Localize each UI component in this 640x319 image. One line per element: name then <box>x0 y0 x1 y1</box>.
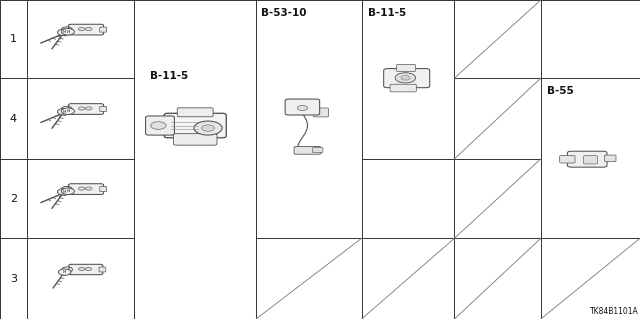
FancyBboxPatch shape <box>173 134 217 145</box>
Text: 2: 2 <box>10 194 17 204</box>
FancyBboxPatch shape <box>568 151 607 167</box>
FancyBboxPatch shape <box>69 264 103 275</box>
Circle shape <box>61 28 74 35</box>
Text: H: H <box>66 30 70 34</box>
Circle shape <box>58 189 70 195</box>
FancyBboxPatch shape <box>177 108 213 117</box>
Text: 3: 3 <box>10 274 17 284</box>
Text: 4: 4 <box>10 114 17 123</box>
Text: H: H <box>62 190 66 194</box>
FancyBboxPatch shape <box>68 184 104 194</box>
Circle shape <box>86 27 92 31</box>
FancyBboxPatch shape <box>68 104 104 114</box>
FancyBboxPatch shape <box>146 116 174 135</box>
Circle shape <box>58 108 70 115</box>
Text: 1: 1 <box>10 34 17 44</box>
Circle shape <box>297 105 307 110</box>
FancyBboxPatch shape <box>390 84 417 92</box>
Circle shape <box>86 187 92 190</box>
FancyBboxPatch shape <box>314 108 329 117</box>
Circle shape <box>58 269 71 275</box>
Circle shape <box>395 73 416 83</box>
Circle shape <box>79 27 85 31</box>
Circle shape <box>194 121 222 135</box>
FancyBboxPatch shape <box>100 187 107 192</box>
FancyBboxPatch shape <box>584 156 598 164</box>
Text: B-11-5: B-11-5 <box>368 8 406 18</box>
FancyBboxPatch shape <box>312 147 323 152</box>
Text: B-55: B-55 <box>547 86 574 96</box>
Text: B-53-10: B-53-10 <box>261 8 307 18</box>
FancyBboxPatch shape <box>294 146 321 154</box>
Text: H: H <box>62 30 66 34</box>
FancyBboxPatch shape <box>100 107 107 112</box>
Circle shape <box>61 108 74 115</box>
Circle shape <box>79 267 85 271</box>
Circle shape <box>58 29 70 35</box>
Text: H: H <box>66 189 70 193</box>
Text: B-11-5: B-11-5 <box>150 71 189 81</box>
FancyBboxPatch shape <box>559 155 575 163</box>
Text: H: H <box>62 110 66 114</box>
Circle shape <box>151 122 166 130</box>
FancyBboxPatch shape <box>100 27 107 32</box>
Circle shape <box>85 267 92 271</box>
Circle shape <box>79 107 85 110</box>
FancyBboxPatch shape <box>285 99 319 115</box>
Circle shape <box>79 187 85 190</box>
FancyBboxPatch shape <box>68 24 104 35</box>
FancyBboxPatch shape <box>605 155 616 161</box>
Circle shape <box>86 107 92 110</box>
FancyBboxPatch shape <box>99 267 106 272</box>
Circle shape <box>401 76 410 80</box>
Text: TK84B1101A: TK84B1101A <box>590 307 639 316</box>
Circle shape <box>61 188 74 195</box>
Circle shape <box>202 125 214 131</box>
FancyBboxPatch shape <box>383 69 430 88</box>
Text: H: H <box>63 270 67 274</box>
FancyBboxPatch shape <box>164 113 227 138</box>
Text: H: H <box>66 109 70 113</box>
FancyBboxPatch shape <box>396 64 416 71</box>
